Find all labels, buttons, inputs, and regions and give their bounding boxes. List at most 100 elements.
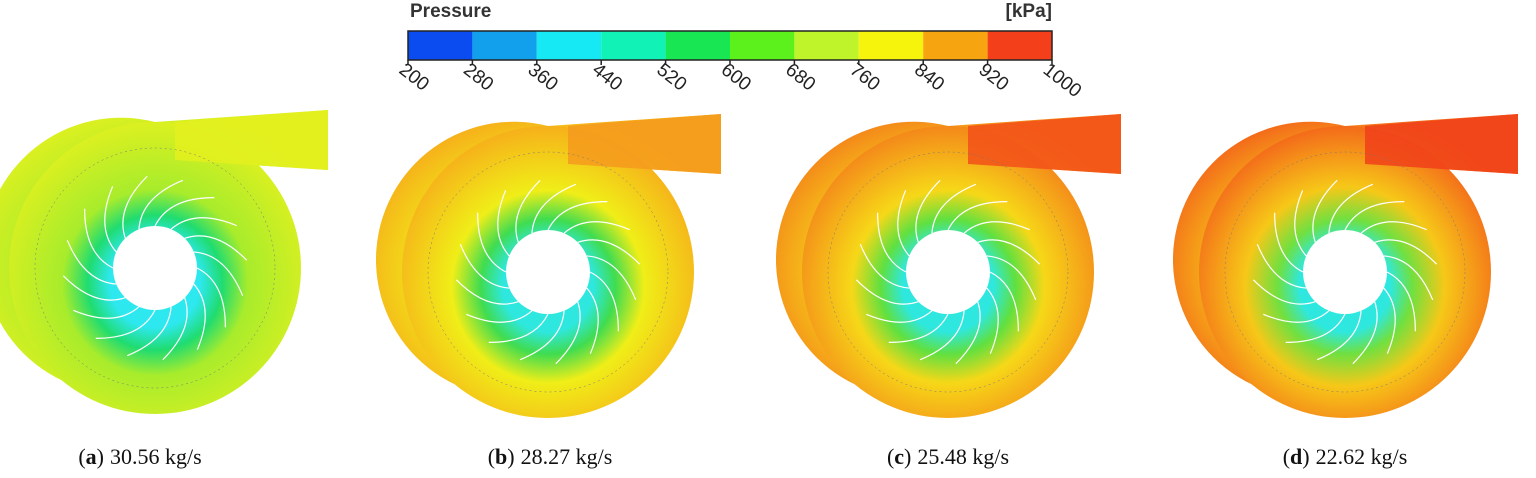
volute-outline bbox=[827, 151, 1069, 393]
blade bbox=[477, 212, 507, 273]
volute-outline bbox=[427, 151, 669, 393]
blade bbox=[1383, 255, 1434, 301]
blade bbox=[1263, 310, 1330, 323]
blade bbox=[989, 271, 1019, 332]
blade bbox=[589, 271, 619, 332]
volute-outlet bbox=[175, 110, 328, 170]
volute-outline bbox=[1224, 151, 1466, 393]
hub bbox=[906, 230, 990, 314]
blade bbox=[947, 201, 1008, 231]
blade bbox=[1344, 201, 1405, 231]
caption-letter: a bbox=[86, 444, 97, 469]
blade bbox=[986, 287, 999, 354]
panel-caption: (d) 22.62 kg/s bbox=[1283, 444, 1408, 469]
blade bbox=[184, 235, 248, 261]
blade bbox=[126, 306, 172, 357]
blade bbox=[1360, 221, 1427, 234]
blade bbox=[459, 243, 510, 289]
caption-suffix: ) bbox=[1302, 444, 1309, 469]
blade bbox=[1386, 271, 1416, 332]
colorbar-swatch bbox=[536, 31, 602, 60]
blade bbox=[497, 190, 510, 257]
blade bbox=[586, 255, 637, 301]
blade bbox=[555, 301, 581, 365]
blade bbox=[1316, 310, 1362, 361]
blade bbox=[455, 279, 519, 305]
hub bbox=[506, 230, 590, 314]
blade bbox=[1274, 212, 1304, 273]
panel-caption: (c) 25.48 kg/s bbox=[887, 444, 1009, 469]
colorbar-swatch bbox=[858, 31, 924, 60]
caption-text: 28.27 kg/s bbox=[521, 444, 613, 469]
volute bbox=[1172, 114, 1518, 418]
blade bbox=[170, 217, 237, 230]
blade bbox=[586, 287, 599, 354]
blade bbox=[66, 239, 117, 285]
volute bbox=[0, 110, 328, 414]
blade bbox=[1328, 183, 1374, 234]
blade bbox=[931, 183, 977, 234]
blade bbox=[1294, 190, 1307, 257]
blade bbox=[963, 221, 1030, 234]
blade bbox=[547, 201, 608, 231]
colorbar-tick-label: 1000 bbox=[1039, 59, 1085, 102]
colorbar-tick-label: 440 bbox=[588, 59, 626, 95]
blade bbox=[866, 310, 933, 323]
colorbar-swatch bbox=[472, 31, 537, 60]
colorbar-tick-label: 680 bbox=[781, 59, 819, 95]
blade bbox=[193, 283, 206, 350]
caption-suffix: ) bbox=[97, 444, 104, 469]
blade bbox=[73, 306, 140, 319]
volute-outline bbox=[34, 147, 276, 389]
caption-letter: b bbox=[495, 444, 507, 469]
colorbar-tick-label: 920 bbox=[975, 59, 1013, 95]
colorbar-tick-label: 280 bbox=[459, 59, 497, 95]
caption-text: 30.56 kg/s bbox=[110, 444, 202, 469]
blade bbox=[915, 179, 941, 243]
blade bbox=[95, 309, 156, 339]
panel-caption: (b) 28.27 kg/s bbox=[488, 444, 613, 469]
colorbar-tick-label: 760 bbox=[846, 59, 884, 95]
blade bbox=[1256, 243, 1307, 289]
blade bbox=[466, 310, 533, 323]
blade bbox=[515, 179, 541, 243]
blade bbox=[84, 208, 114, 269]
blade bbox=[519, 310, 565, 361]
colorbar-swatch bbox=[794, 31, 859, 60]
blade bbox=[897, 190, 910, 257]
colorbar-title: Pressure bbox=[410, 1, 491, 22]
caption-prefix: ( bbox=[78, 444, 85, 469]
colorbar-unit: [kPa] bbox=[1006, 1, 1052, 22]
caption-text: 22.62 kg/s bbox=[1316, 444, 1408, 469]
panel-caption: (a) 30.56 kg/s bbox=[78, 444, 201, 469]
blade bbox=[977, 239, 1041, 265]
caption-prefix: ( bbox=[887, 444, 894, 469]
blade bbox=[955, 301, 981, 365]
blade bbox=[855, 279, 919, 305]
caption-letter: c bbox=[894, 444, 904, 469]
blade bbox=[196, 267, 226, 328]
blade bbox=[888, 313, 949, 343]
volute bbox=[775, 114, 1121, 418]
volute-outlet bbox=[1365, 114, 1518, 174]
blade bbox=[122, 175, 148, 239]
blade bbox=[986, 255, 1037, 301]
colorbar-tick-label: 360 bbox=[524, 59, 562, 95]
caption-prefix: ( bbox=[1283, 444, 1290, 469]
colorbar-tick-label: 200 bbox=[395, 59, 433, 95]
blade bbox=[531, 183, 577, 234]
blade bbox=[1374, 239, 1438, 265]
blade bbox=[1352, 301, 1378, 365]
volute bbox=[375, 114, 721, 418]
colorbar-tick-label: 520 bbox=[653, 59, 691, 95]
blade bbox=[919, 310, 965, 361]
blade bbox=[62, 275, 126, 301]
colorbar-tick-label: 840 bbox=[910, 59, 948, 95]
blade bbox=[877, 212, 907, 273]
colorbar-swatch bbox=[665, 31, 730, 60]
blade bbox=[1285, 313, 1346, 343]
colorbar-swatch bbox=[601, 31, 666, 60]
caption-suffix: ) bbox=[904, 444, 911, 469]
blade bbox=[488, 313, 549, 343]
